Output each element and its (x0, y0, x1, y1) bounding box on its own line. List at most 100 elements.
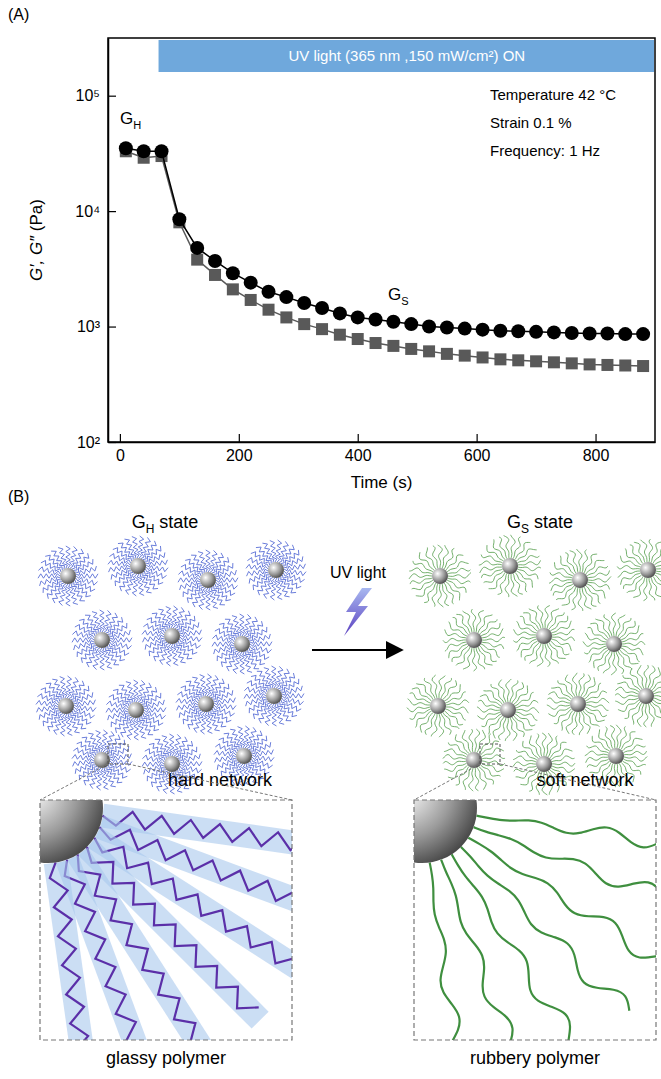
data-point (119, 141, 133, 155)
polymer-chain (132, 537, 139, 559)
polymer-chain (110, 638, 132, 642)
y-tick: 10⁵ (76, 87, 116, 104)
polymer-chain (145, 638, 164, 650)
polymer-chain (499, 680, 506, 703)
polymer-chain (140, 683, 151, 703)
polymer-chain (282, 694, 304, 699)
polymer-chain (545, 605, 550, 628)
inset-content (40, 800, 292, 1040)
polymer-chain (587, 746, 609, 753)
polymer-chain (595, 619, 610, 637)
polymer-chain (214, 698, 235, 705)
rubbery-inset (367, 744, 661, 1079)
polymer-chain (513, 762, 536, 767)
data-point (477, 351, 489, 363)
polymer-chain (425, 713, 435, 734)
nanoparticle (606, 636, 622, 652)
polymer-chain (211, 710, 226, 727)
polymer-chain (141, 537, 150, 558)
x-tick-mark (358, 434, 359, 442)
polymer-chain (588, 576, 611, 582)
polymer-chain (589, 648, 607, 662)
polymer-chain (482, 755, 505, 759)
polymer-chain (585, 691, 607, 701)
polymer-chain (452, 854, 570, 1040)
data-point (316, 323, 328, 335)
data-point (315, 301, 329, 315)
polymer-chain (252, 750, 273, 757)
nanoparticle (414, 800, 477, 863)
polymer-chain (622, 634, 644, 642)
polymer-chain (432, 675, 437, 698)
inset-frame (40, 800, 292, 1040)
polymer-chain (108, 711, 129, 720)
polymer-chain (92, 612, 101, 633)
polymer-chain (654, 694, 661, 699)
nanoparticle (502, 558, 518, 574)
polymer-chain (39, 708, 58, 720)
polymer-chain (279, 541, 288, 562)
polymer-chain (282, 686, 303, 695)
polymer-chain (179, 706, 198, 718)
data-point (245, 294, 257, 306)
polymer-chain (605, 727, 613, 749)
polymer-chain (103, 648, 112, 669)
arrow (312, 649, 402, 651)
state-title-main: G (507, 512, 521, 532)
polymer-chain (640, 540, 647, 562)
y-axis-title: G′, G″ (Pa) (27, 199, 46, 281)
data-point (600, 327, 614, 341)
polymer-chain (248, 621, 263, 638)
polymer-chain (573, 673, 578, 696)
data-point (172, 212, 186, 226)
polymer-chain (482, 714, 502, 727)
nanoparticle (60, 568, 76, 584)
data-point (566, 357, 578, 369)
polymer-chain (90, 767, 99, 788)
polymer-chain (72, 638, 94, 642)
polymer-chain (469, 729, 473, 752)
polymer-chain (587, 759, 609, 767)
polymer-chain (463, 767, 471, 790)
nanoparticle (466, 632, 482, 648)
polymer-chain (448, 578, 471, 584)
polymer-chain (581, 711, 590, 733)
state-title: GSstate (507, 512, 573, 536)
data-point (636, 327, 650, 341)
polymer-chain (482, 629, 503, 638)
data-point (619, 359, 631, 371)
polymer-chain (618, 700, 639, 711)
nanoparticle (466, 752, 482, 768)
nanoparticle (570, 696, 586, 712)
y-tick-mark (108, 442, 116, 443)
polymer-chain (578, 588, 583, 611)
data-point (405, 343, 417, 355)
polymer-chain (212, 642, 234, 647)
polymer-chain (410, 578, 432, 584)
polymer-chain (200, 675, 207, 696)
polymer-chain (272, 666, 277, 688)
polymer-chain (512, 717, 524, 737)
zoom-box (108, 744, 128, 764)
polymer-chain (193, 587, 205, 607)
state-label-main: G (120, 109, 133, 128)
data-point (601, 359, 613, 371)
polymer-chain (106, 613, 117, 633)
polymer-chain (174, 643, 186, 662)
polymer-chain (250, 645, 272, 653)
polymer-chain (554, 709, 572, 724)
x-tick-label: 400 (345, 447, 372, 464)
polymer-chain (491, 684, 504, 703)
polymer-chain (536, 734, 542, 757)
polymer-chain (205, 712, 212, 733)
polymer-chain (79, 619, 96, 634)
polymer-chain (482, 642, 504, 649)
data-point (209, 269, 221, 281)
polymer-chain (162, 736, 171, 757)
polymer-chain (529, 609, 541, 629)
data-point (155, 144, 169, 158)
polymer-chain (610, 726, 615, 749)
polymer-chain (623, 759, 645, 767)
data-point (333, 306, 347, 320)
polymer-chain (144, 700, 165, 709)
